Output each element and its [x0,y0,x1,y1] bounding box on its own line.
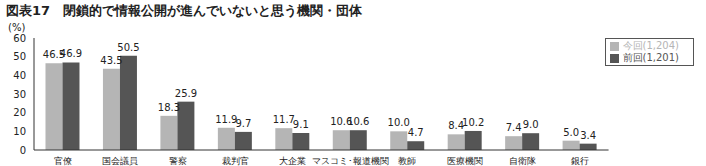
svg-text:大企業: 大企業 [279,156,306,166]
html-text:図表17 閉鎖的で情報公開が進んでいないと思う機関・団体: 図表17 閉鎖的で情報公開が進んでいないと思う機関・団体 [6,3,363,18]
svg-text:43.5: 43.5 [100,55,122,66]
svg-text:官僚: 官僚 [54,156,72,166]
svg-text:警察: 警察 [169,156,187,166]
svg-text:9.0: 9.0 [523,119,539,130]
svg-text:18.3: 18.3 [158,102,180,113]
svg-text:9.7: 9.7 [235,118,251,129]
svg-text:医療機関: 医療機関 [447,156,483,166]
svg-text:10.6: 10.6 [347,116,369,127]
html-text:今回(1,204): 今回(1,204) [622,40,679,51]
svg-text:10.6: 10.6 [330,116,353,128]
svg-text:3.4: 3.4 [580,130,596,141]
svg-text:11.7: 11.7 [273,114,295,125]
svg-text:46.9: 46.9 [60,48,82,59]
svg-text:0: 0 [20,145,26,156]
svg-text:5.0: 5.0 [563,127,579,138]
html-text:前回(1,201): 前回(1,201) [622,52,679,63]
svg-text:30: 30 [13,89,26,100]
svg-text:10.0: 10.0 [388,117,410,128]
svg-text:50: 50 [13,51,26,62]
svg-text:4.7: 4.7 [408,127,424,138]
svg-text:40: 40 [13,70,26,81]
svg-text:8.4: 8.4 [448,120,465,132]
svg-text:50.5: 50.5 [117,42,139,53]
svg-text:10.2: 10.2 [462,117,484,128]
svg-text:9.1: 9.1 [293,119,309,130]
svg-text:20: 20 [13,107,26,118]
svg-text:11.9: 11.9 [215,114,237,125]
svg-text:46.5: 46.5 [42,49,66,61]
svg-text:国会議員: 国会議員 [102,156,138,166]
svg-text:10: 10 [13,126,26,137]
svg-text:25.9: 25.9 [175,88,197,99]
svg-text:裁判官: 裁判官 [222,156,249,166]
svg-text:60: 60 [13,33,26,44]
svg-text:教師: 教師 [398,156,416,166]
svg-text:銀行: 銀行 [571,156,589,166]
svg-text:7.4: 7.4 [506,122,522,133]
svg-text:自衛隊: 自衛隊 [509,156,536,166]
svg-text:マスコミ･報道機関: マスコミ･報道機関 [312,156,389,166]
